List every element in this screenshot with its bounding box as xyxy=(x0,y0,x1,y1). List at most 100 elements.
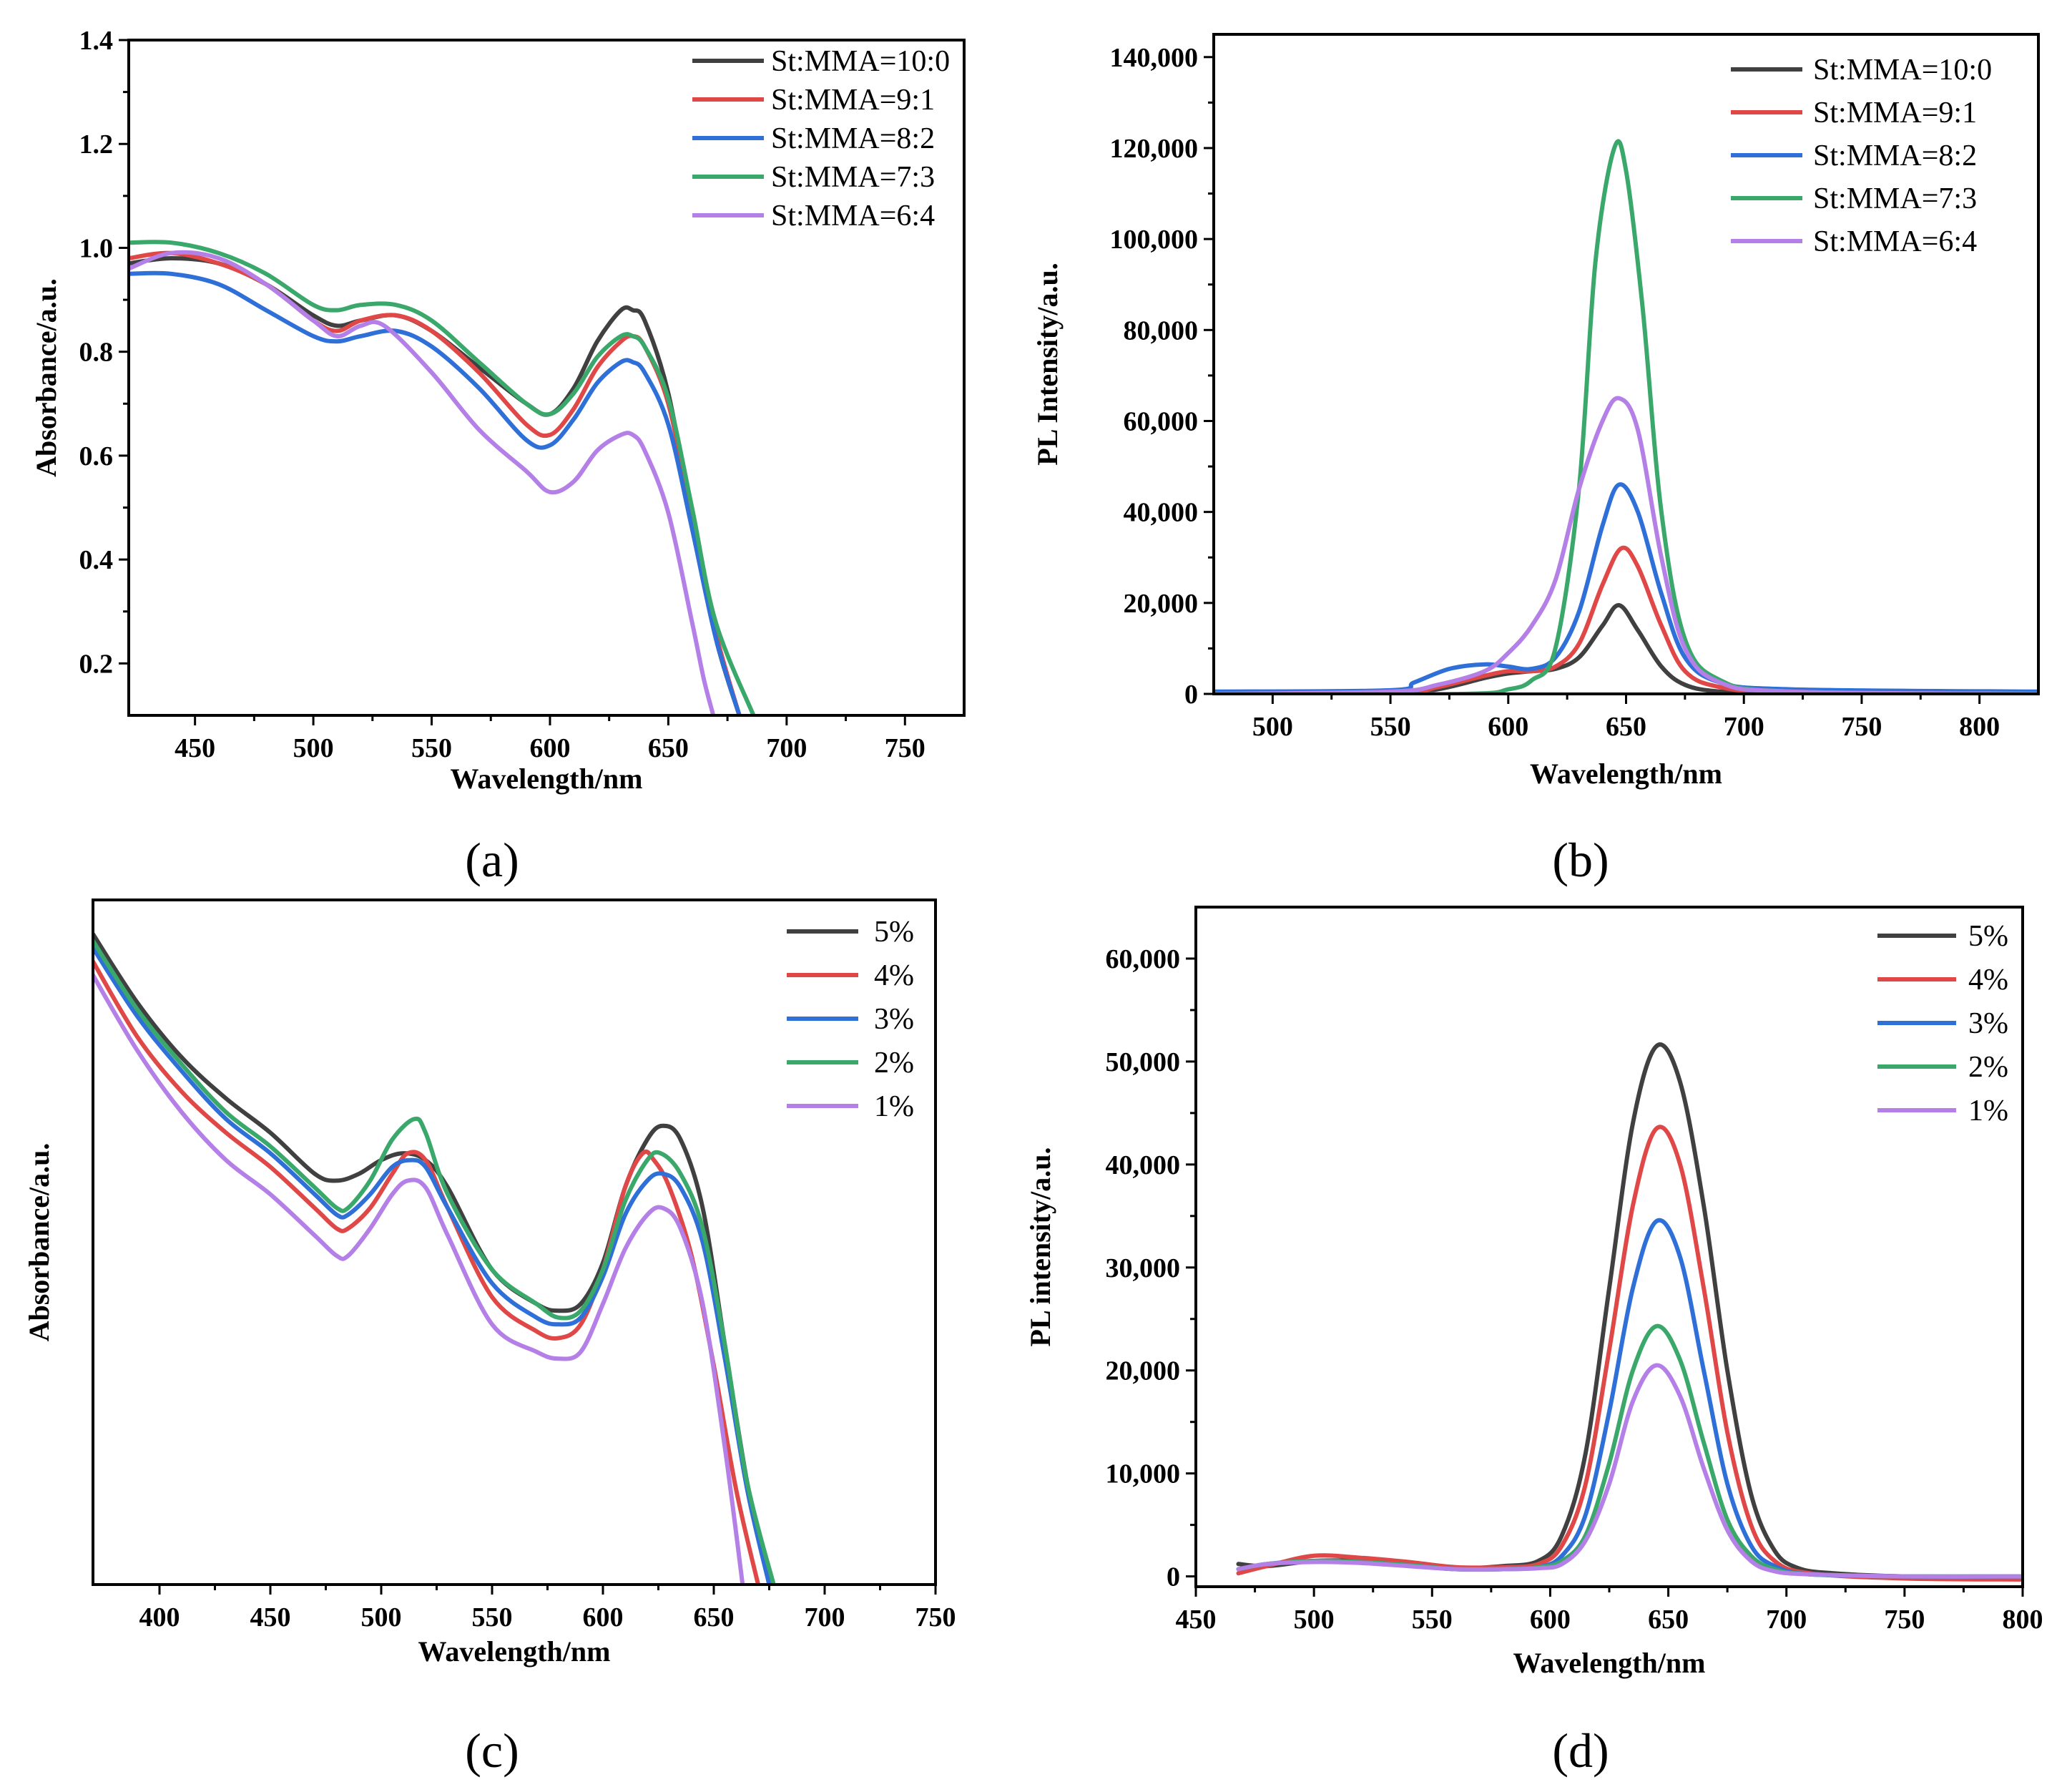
x-tick-label: 650 xyxy=(694,1602,735,1632)
y-tick-label: 0.6 xyxy=(79,441,114,471)
legend-label-0: St:MMA=10:0 xyxy=(771,45,950,78)
series-line-d-3 xyxy=(1236,1323,2023,1579)
legend-label-2: 3% xyxy=(874,1003,914,1036)
series-line-c-1 xyxy=(93,959,760,1585)
x-tick-label: 800 xyxy=(2003,1605,2043,1635)
y-tick-label: 0 xyxy=(1184,680,1198,710)
series-line-c-0 xyxy=(93,931,772,1585)
chart-panel-a: 450 500 550 600 650 700 750 0.2 0.4 0.6 0.8 1.0 1.2 1… xyxy=(30,26,966,887)
legend: St:MMA=10:0 St:MMA=9:1 St:MMA=8:2 St:MMA=7:… xyxy=(1731,54,1992,258)
y-tick-label: 20,000 xyxy=(1124,589,1199,619)
legend: 5% 4% 3% 2% 1% xyxy=(1877,920,2008,1127)
series-group xyxy=(1236,1042,2023,1582)
series-group xyxy=(129,240,756,715)
series-line-b-3 xyxy=(1214,139,2038,694)
y-tick-label: 60,000 xyxy=(1124,406,1199,436)
x-tick-label: 550 xyxy=(1412,1605,1453,1635)
legend-label-2: St:MMA=8:2 xyxy=(1813,139,1977,172)
x-tick-label: 450 xyxy=(1176,1605,1217,1635)
y-tick-label: 100,000 xyxy=(1110,225,1199,255)
legend-label-3: 2% xyxy=(874,1047,914,1079)
x-axis-title: Wavelength/nm xyxy=(451,763,643,795)
legend-label-4: 1% xyxy=(874,1090,914,1123)
x-tick-label: 750 xyxy=(915,1602,956,1632)
series-line-b-2 xyxy=(1214,482,2038,694)
legend-label-1: St:MMA=9:1 xyxy=(1813,97,1977,129)
x-tick-label: 750 xyxy=(1884,1605,1925,1635)
x-tick-label: 650 xyxy=(648,733,689,763)
y-tick-label: 0 xyxy=(1167,1562,1180,1592)
legend-label-0: St:MMA=10:0 xyxy=(1813,54,1992,87)
series-line-a-2 xyxy=(129,270,742,715)
legend-label-1: St:MMA=9:1 xyxy=(771,84,935,117)
legend-label-2: St:MMA=8:2 xyxy=(771,122,935,155)
y-axis-title: Absorbance/a.u. xyxy=(30,278,62,477)
series-line-a-3 xyxy=(129,240,756,715)
x-tick-label: 500 xyxy=(361,1602,402,1632)
x-tick-label: 700 xyxy=(1724,712,1764,742)
x-tick-label: 500 xyxy=(1252,712,1293,742)
series-line-b-0 xyxy=(1214,603,2038,694)
legend: St:MMA=10:0 St:MMA=9:1 St:MMA=8:2 St:MMA=7:… xyxy=(692,45,950,232)
legend-label-3: St:MMA=7:3 xyxy=(771,161,935,194)
y-tick-label: 40,000 xyxy=(1106,1150,1181,1180)
x-tick-label: 650 xyxy=(1648,1605,1689,1635)
x-tick-label: 600 xyxy=(529,733,570,763)
x-tick-label: 700 xyxy=(805,1602,845,1632)
x-tick-label: 600 xyxy=(1488,712,1528,742)
y-axis-title: PL intensity/a.u. xyxy=(1024,1147,1056,1347)
legend-label-0: 5% xyxy=(874,916,914,949)
y-tick-label: 0.8 xyxy=(79,338,114,368)
chart-panel-b: 500 550 600 650 700 750 800 0 20,000 40,000 60,000… xyxy=(1031,33,2040,887)
x-tick-label: 600 xyxy=(583,1602,624,1632)
x-tick-label: 500 xyxy=(1294,1605,1335,1635)
panel-label: (d) xyxy=(1552,1723,1609,1778)
legend-label-1: 4% xyxy=(1968,964,2008,997)
series-line-d-4 xyxy=(1236,1363,2023,1579)
y-tick-label: 30,000 xyxy=(1106,1253,1181,1283)
x-tick-label: 550 xyxy=(411,733,452,763)
panel-label: (b) xyxy=(1552,833,1609,887)
x-tick-label: 450 xyxy=(250,1602,291,1632)
y-tick-label: 1.2 xyxy=(79,129,114,160)
x-axis-title: Wavelength/nm xyxy=(1513,1647,1706,1679)
x-tick-label: 800 xyxy=(1959,712,2000,742)
series-line-a-4 xyxy=(129,250,716,715)
y-tick-label: 140,000 xyxy=(1110,43,1199,73)
x-tick-label: 400 xyxy=(139,1602,180,1632)
x-tick-label: 700 xyxy=(766,733,807,763)
y-axis-title: Absorbance/a.u. xyxy=(23,1143,55,1342)
chart-panel-d: 450 500 550 600 650 700 750 800 0 10,000 20,000 30,… xyxy=(1024,906,2043,1778)
legend-label-0: 5% xyxy=(1968,920,2008,953)
legend-label-3: 2% xyxy=(1968,1051,2008,1084)
legend-label-4: St:MMA=6:4 xyxy=(1813,225,1977,258)
x-axis-title: Wavelength/nm xyxy=(1530,758,1722,790)
y-tick-label: 20,000 xyxy=(1106,1356,1181,1386)
legend-label-1: 4% xyxy=(874,959,914,992)
plot-frame xyxy=(127,39,966,717)
y-tick-label: 120,000 xyxy=(1110,134,1199,164)
chart-panel-c: 400 450 500 550 600 650 700 750 Wavelength/nm Abs… xyxy=(23,899,956,1778)
legend-label-2: 3% xyxy=(1968,1007,2008,1040)
x-tick-label: 450 xyxy=(175,733,215,763)
series-line-c-4 xyxy=(93,973,745,1585)
x-tick-label: 550 xyxy=(472,1602,513,1632)
x-tick-label: 750 xyxy=(885,733,926,763)
y-tick-label: 1.0 xyxy=(79,233,114,263)
series-line-a-0 xyxy=(129,256,742,715)
y-tick-label: 80,000 xyxy=(1124,315,1199,346)
series-line-c-3 xyxy=(93,939,776,1585)
series-line-d-2 xyxy=(1236,1218,2023,1579)
y-tick-label: 0.2 xyxy=(79,649,114,679)
legend: 5% 4% 3% 2% 1% xyxy=(787,916,914,1123)
x-tick-label: 550 xyxy=(1370,712,1411,742)
y-tick-label: 10,000 xyxy=(1106,1459,1181,1489)
series-group xyxy=(93,931,776,1585)
y-tick-label: 1.4 xyxy=(79,26,114,56)
series-line-d-1 xyxy=(1236,1125,2023,1582)
series-line-b-4 xyxy=(1214,396,2038,694)
x-tick-label: 600 xyxy=(1530,1605,1571,1635)
panel-label: (a) xyxy=(465,833,519,887)
legend-label-4: St:MMA=6:4 xyxy=(771,200,935,232)
